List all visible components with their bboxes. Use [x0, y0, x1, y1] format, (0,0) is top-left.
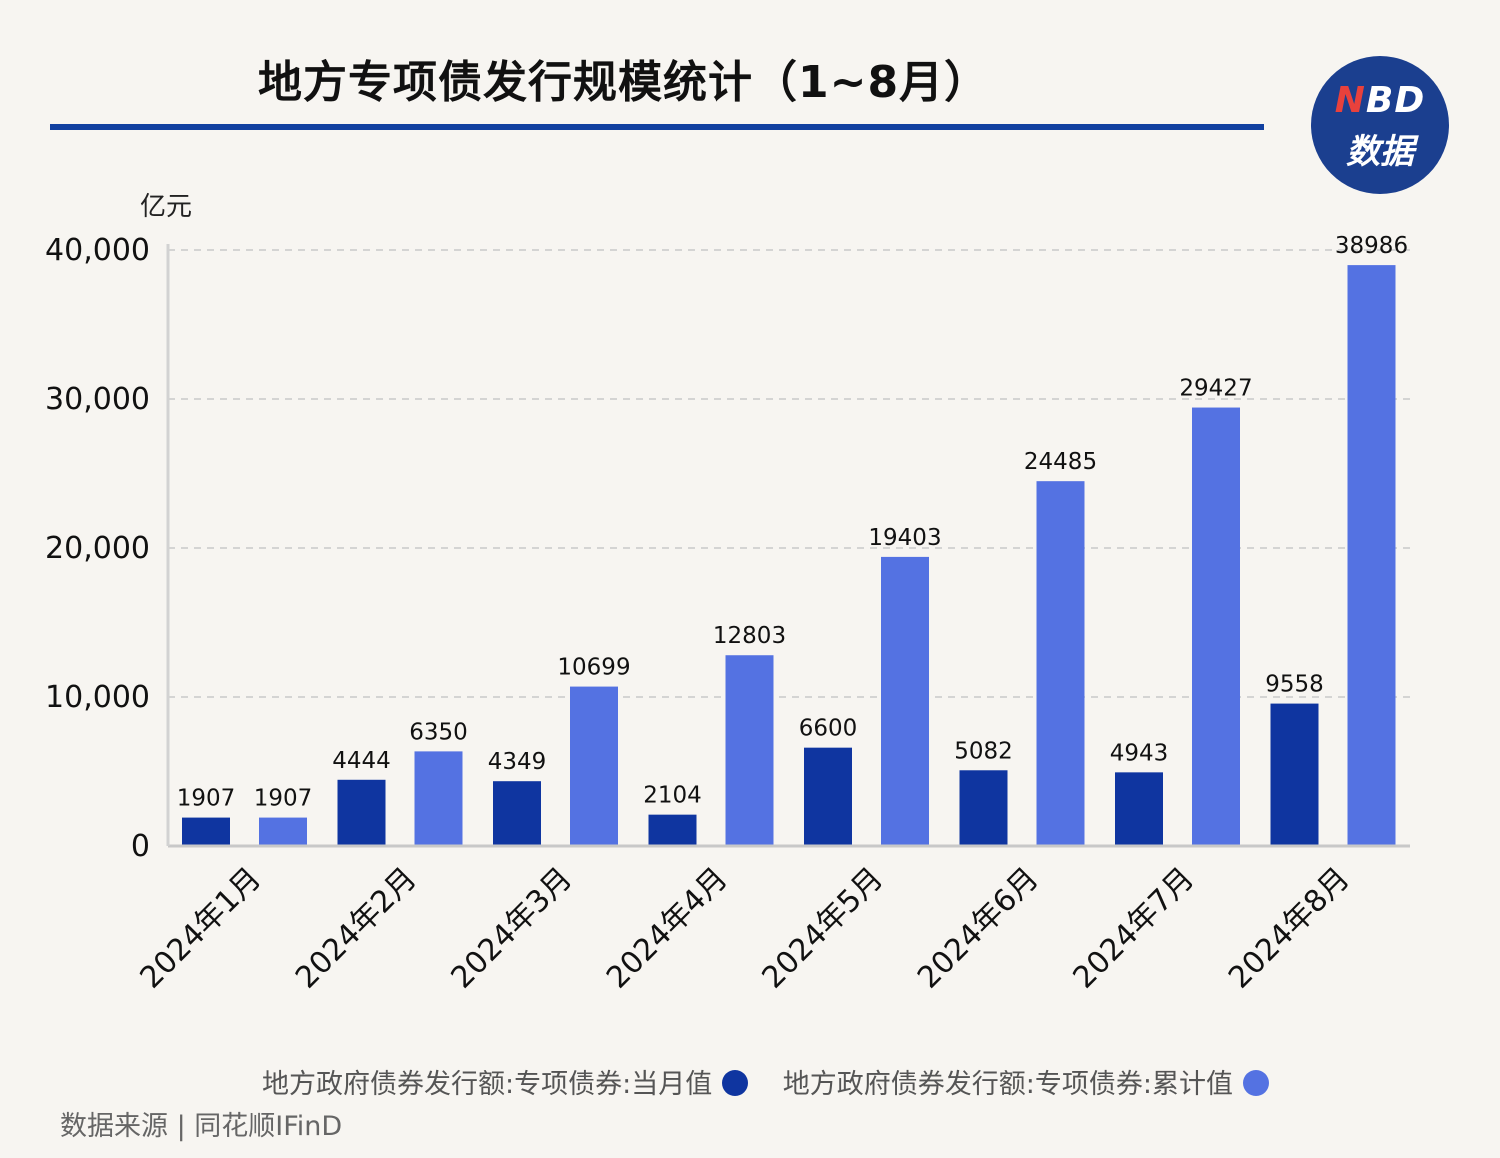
x-tick-label: 2024年1月 [133, 861, 268, 996]
logo-accent-letter: N [1334, 80, 1366, 121]
data-label-cumulative: 24485 [1024, 449, 1097, 475]
data-label-monthly: 4444 [332, 748, 391, 774]
y-tick-label: 30,000 [45, 382, 150, 417]
bar-cumulative [259, 817, 307, 846]
chart-title: 地方专项债发行规模统计（1~8月） [258, 57, 990, 108]
bar-cumulative [725, 655, 774, 846]
data-label-monthly: 2104 [643, 783, 702, 809]
data-label-cumulative: 38986 [1335, 233, 1408, 259]
title-underline [50, 124, 1264, 130]
x-tick-label: 2024年5月 [755, 861, 890, 996]
y-tick-label: 40,000 [45, 233, 150, 268]
y-axis-unit-label: 亿元 [140, 192, 192, 222]
logo-letters: BD [1365, 80, 1426, 121]
bar-cumulative [881, 556, 929, 846]
data-label-monthly: 1907 [177, 786, 236, 812]
y-axis-ticks: 0 10,000 20,000 30,000 40,000 [45, 233, 150, 864]
data-label-cumulative: 1907 [254, 786, 313, 812]
data-labels: 1907 1907 4444 6350 4349 10699 2104 12803 6600 19… [177, 233, 1408, 811]
bar-cumulative [1347, 265, 1396, 846]
data-label-cumulative: 12803 [713, 623, 786, 649]
y-tick-label: 20,000 [45, 531, 150, 566]
logo-subtitle: 数据 [1346, 132, 1414, 172]
bars [182, 265, 1396, 846]
bar-monthly [337, 779, 386, 846]
data-source: 数据来源 | 同花顺IFinD [60, 1111, 343, 1142]
legend-item-monthly: 地方政府债券发行额:专项债券:当月值 [262, 1062, 749, 1101]
bar-monthly [648, 814, 697, 846]
legend: 地方政府债券发行额:专项债券:当月值 地方政府债券发行额:专项债券:累计值 [262, 1062, 1295, 1101]
x-tick-label: 2024年2月 [289, 861, 424, 996]
y-tick-label: 10,000 [45, 680, 150, 715]
legend-item-cumulative: 地方政府债券发行额:专项债券:累计值 [783, 1062, 1269, 1101]
data-label-cumulative: 19403 [868, 525, 941, 551]
x-tick-label: 2024年6月 [911, 861, 1046, 996]
x-tick-label: 2024年8月 [1222, 861, 1357, 996]
data-label-cumulative: 10699 [557, 655, 630, 681]
bar-monthly [1115, 772, 1163, 846]
bar-cumulative [570, 686, 618, 846]
x-tick-label: 2024年3月 [444, 861, 579, 996]
data-label-monthly: 4349 [488, 749, 547, 775]
data-label-monthly: 5082 [954, 738, 1013, 764]
legend-label-cumulative: 地方政府债券发行额:专项债券:累计值 [782, 1069, 1233, 1100]
bar-monthly [1270, 703, 1319, 846]
nbd-logo: NBD 数据 [1311, 56, 1449, 194]
x-axis-ticks: 2024年1月 2024年2月 2024年3月 2024年4月 2024年5月 2024年… [133, 861, 1356, 996]
x-tick-label: 2024年7月 [1066, 861, 1201, 996]
y-tick-label: 0 [131, 829, 150, 864]
data-label-monthly: 6600 [799, 716, 858, 742]
legend-label-monthly: 地方政府债券发行额:专项债券:当月值 [262, 1069, 713, 1100]
bar-monthly [804, 747, 852, 846]
x-tick-label: 2024年4月 [600, 861, 735, 996]
bar-monthly [493, 781, 541, 846]
legend-swatch-monthly [722, 1070, 749, 1096]
bar-cumulative [1192, 407, 1240, 846]
data-label-monthly: 9558 [1265, 672, 1324, 698]
legend-swatch-cumulative [1243, 1070, 1269, 1096]
bar-monthly [959, 770, 1008, 846]
data-label-cumulative: 29427 [1179, 376, 1252, 402]
bar-cumulative [1036, 481, 1085, 846]
bar-monthly [182, 817, 230, 846]
bar-cumulative [414, 751, 463, 846]
data-label-monthly: 4943 [1110, 740, 1169, 766]
data-label-cumulative: 6350 [409, 719, 468, 745]
